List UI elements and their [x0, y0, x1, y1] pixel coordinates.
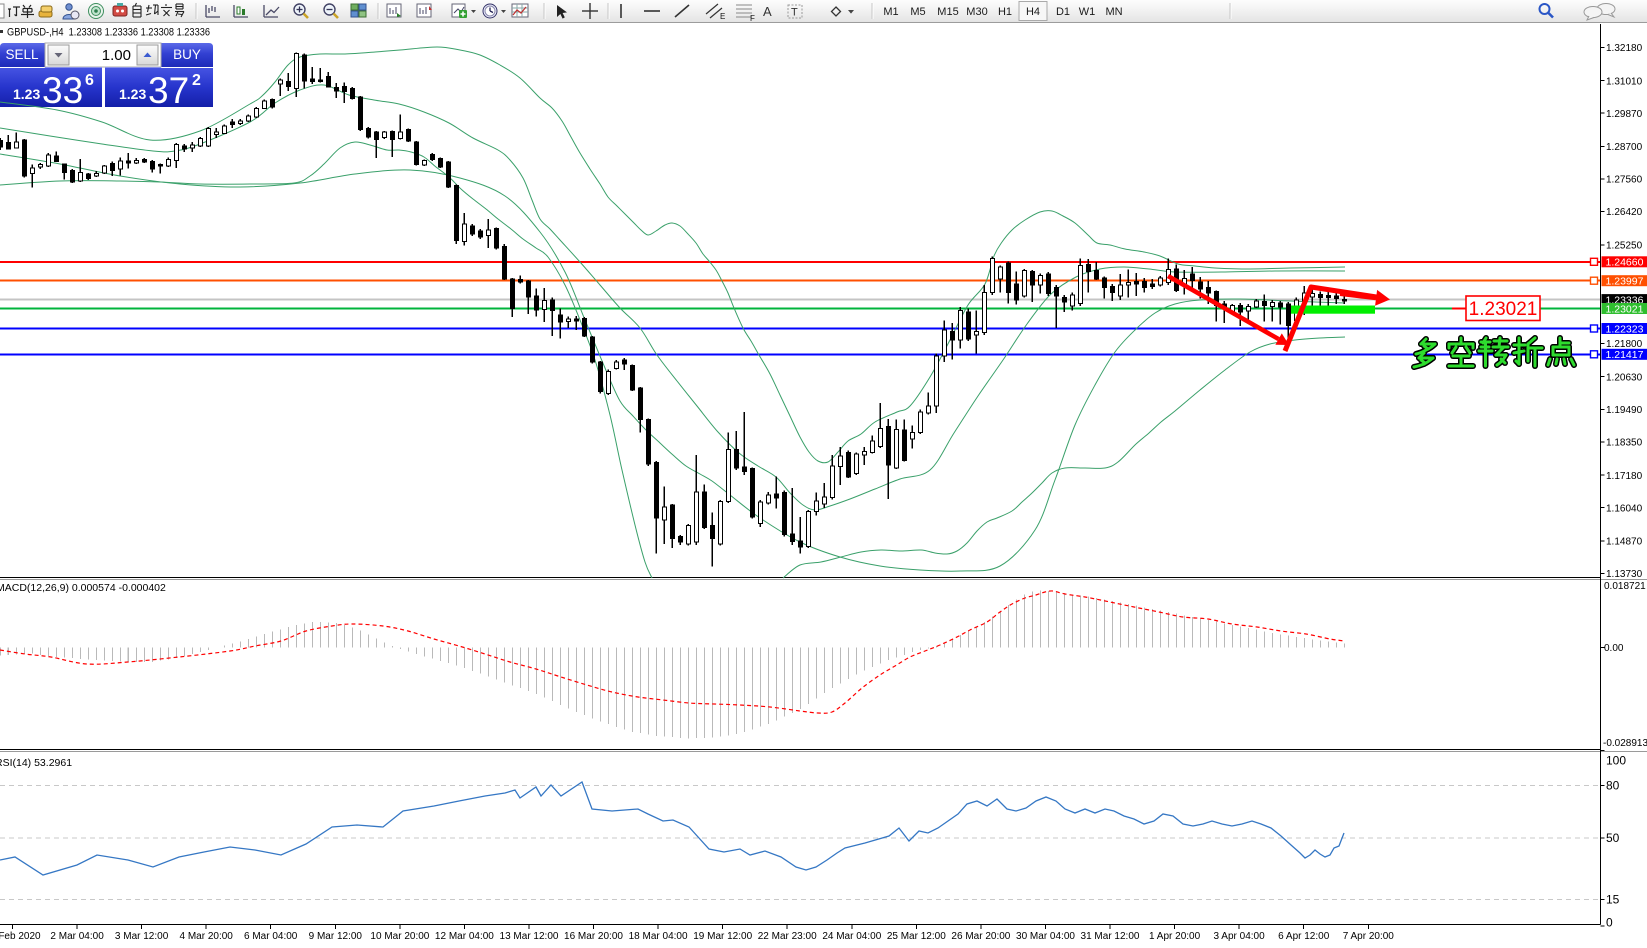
svg-text:2: 2	[192, 72, 201, 89]
svg-text:10 Mar 20:00: 10 Mar 20:00	[370, 931, 429, 942]
svg-text:25 Mar 12:00: 25 Mar 12:00	[887, 931, 946, 942]
svg-text:2 Mar 04:00: 2 Mar 04:00	[50, 931, 104, 942]
svg-text:1.00: 1.00	[102, 47, 131, 64]
svg-text:1.16040: 1.16040	[1606, 503, 1643, 514]
svg-text:M5: M5	[910, 6, 925, 18]
svg-text:1.23: 1.23	[13, 86, 40, 102]
svg-text:0.00: 0.00	[1604, 643, 1624, 654]
svg-text:BUY: BUY	[173, 47, 201, 62]
svg-text:-0.028913: -0.028913	[1603, 738, 1647, 749]
svg-text:1.31010: 1.31010	[1606, 76, 1643, 87]
svg-text:M15: M15	[937, 6, 958, 18]
svg-text:D1: D1	[1056, 6, 1070, 18]
svg-text:H4: H4	[1026, 6, 1040, 18]
svg-text:7 Apr 20:00: 7 Apr 20:00	[1343, 931, 1395, 942]
svg-text:9 Mar 12:00: 9 Mar 12:00	[309, 931, 363, 942]
svg-text:SELL: SELL	[5, 47, 39, 62]
svg-text:16 Mar 20:00: 16 Mar 20:00	[564, 931, 623, 942]
svg-text:M30: M30	[966, 6, 987, 18]
svg-text:22 Mar 23:00: 22 Mar 23:00	[758, 931, 817, 942]
svg-text:33: 33	[42, 70, 83, 111]
svg-text:RSI(14) 53.2961: RSI(14) 53.2961	[0, 757, 72, 769]
svg-text:26 Mar 20:00: 26 Mar 20:00	[951, 931, 1010, 942]
svg-text:37: 37	[148, 70, 189, 111]
svg-text:1.17180: 1.17180	[1606, 471, 1643, 482]
svg-text:80: 80	[1606, 779, 1620, 793]
svg-text:1.32180: 1.32180	[1606, 43, 1643, 54]
svg-text:1.24660: 1.24660	[1606, 257, 1644, 269]
svg-text:1.23021: 1.23021	[1469, 299, 1538, 320]
svg-text:30 Mar 04:00: 30 Mar 04:00	[1016, 931, 1075, 942]
svg-text:T: T	[791, 7, 798, 19]
svg-text:31 Mar 12:00: 31 Mar 12:00	[1081, 931, 1140, 942]
svg-text:1.23021: 1.23021	[1606, 303, 1644, 315]
svg-text:1 Apr 20:00: 1 Apr 20:00	[1149, 931, 1201, 942]
svg-text:A: A	[763, 4, 772, 19]
svg-text:1.23: 1.23	[119, 86, 146, 102]
svg-text:M1: M1	[883, 6, 898, 18]
svg-text:1.22323: 1.22323	[1606, 323, 1644, 335]
svg-text:18 Mar 04:00: 18 Mar 04:00	[629, 931, 688, 942]
svg-text:1.21417: 1.21417	[1606, 349, 1644, 361]
svg-text:H1: H1	[998, 6, 1012, 18]
svg-text:MN: MN	[1105, 6, 1122, 18]
svg-text:6 Mar 04:00: 6 Mar 04:00	[244, 931, 298, 942]
svg-text:12 Mar 04:00: 12 Mar 04:00	[435, 931, 494, 942]
svg-text:15: 15	[1606, 893, 1620, 907]
svg-text:1.20630: 1.20630	[1606, 372, 1643, 383]
svg-text:100: 100	[1606, 754, 1626, 768]
svg-text:3 Mar 12:00: 3 Mar 12:00	[115, 931, 169, 942]
svg-text:1.25250: 1.25250	[1606, 241, 1643, 252]
svg-text:W1: W1	[1079, 6, 1096, 18]
svg-text:24 Mar 04:00: 24 Mar 04:00	[822, 931, 881, 942]
svg-text:E: E	[720, 12, 725, 21]
svg-text:1.13730: 1.13730	[1606, 569, 1643, 580]
svg-text:1.14870: 1.14870	[1606, 537, 1643, 548]
svg-text:4 Mar 20:00: 4 Mar 20:00	[180, 931, 234, 942]
svg-text:GBPUSD-,H4 1.23308 1.23336 1.: GBPUSD-,H4 1.23308 1.23336 1.23308 1.233…	[7, 27, 210, 39]
svg-text:50: 50	[1606, 831, 1620, 845]
svg-text:6 Apr 12:00: 6 Apr 12:00	[1278, 931, 1330, 942]
svg-text:1.28700: 1.28700	[1606, 142, 1643, 153]
svg-text:3 Apr 04:00: 3 Apr 04:00	[1214, 931, 1266, 942]
svg-text:F: F	[750, 14, 755, 23]
svg-text:1.23997: 1.23997	[1606, 276, 1644, 288]
svg-text:0: 0	[1606, 916, 1613, 930]
svg-text:13 Mar 12:00: 13 Mar 12:00	[500, 931, 559, 942]
svg-text:1.26420: 1.26420	[1606, 207, 1643, 218]
svg-text:1.19490: 1.19490	[1606, 405, 1643, 416]
svg-text:28 Feb 2020: 28 Feb 2020	[0, 931, 41, 942]
svg-text:19 Mar 12:00: 19 Mar 12:00	[693, 931, 752, 942]
svg-text:6: 6	[85, 72, 94, 89]
svg-text:1.27560: 1.27560	[1606, 175, 1643, 186]
svg-text:1.18350: 1.18350	[1606, 437, 1643, 448]
svg-text:0.018721: 0.018721	[1604, 581, 1646, 592]
svg-text:MACD(12,26,9) 0.000574 -0.0004: MACD(12,26,9) 0.000574 -0.000402	[0, 582, 166, 594]
svg-text:1.29870: 1.29870	[1606, 109, 1643, 120]
